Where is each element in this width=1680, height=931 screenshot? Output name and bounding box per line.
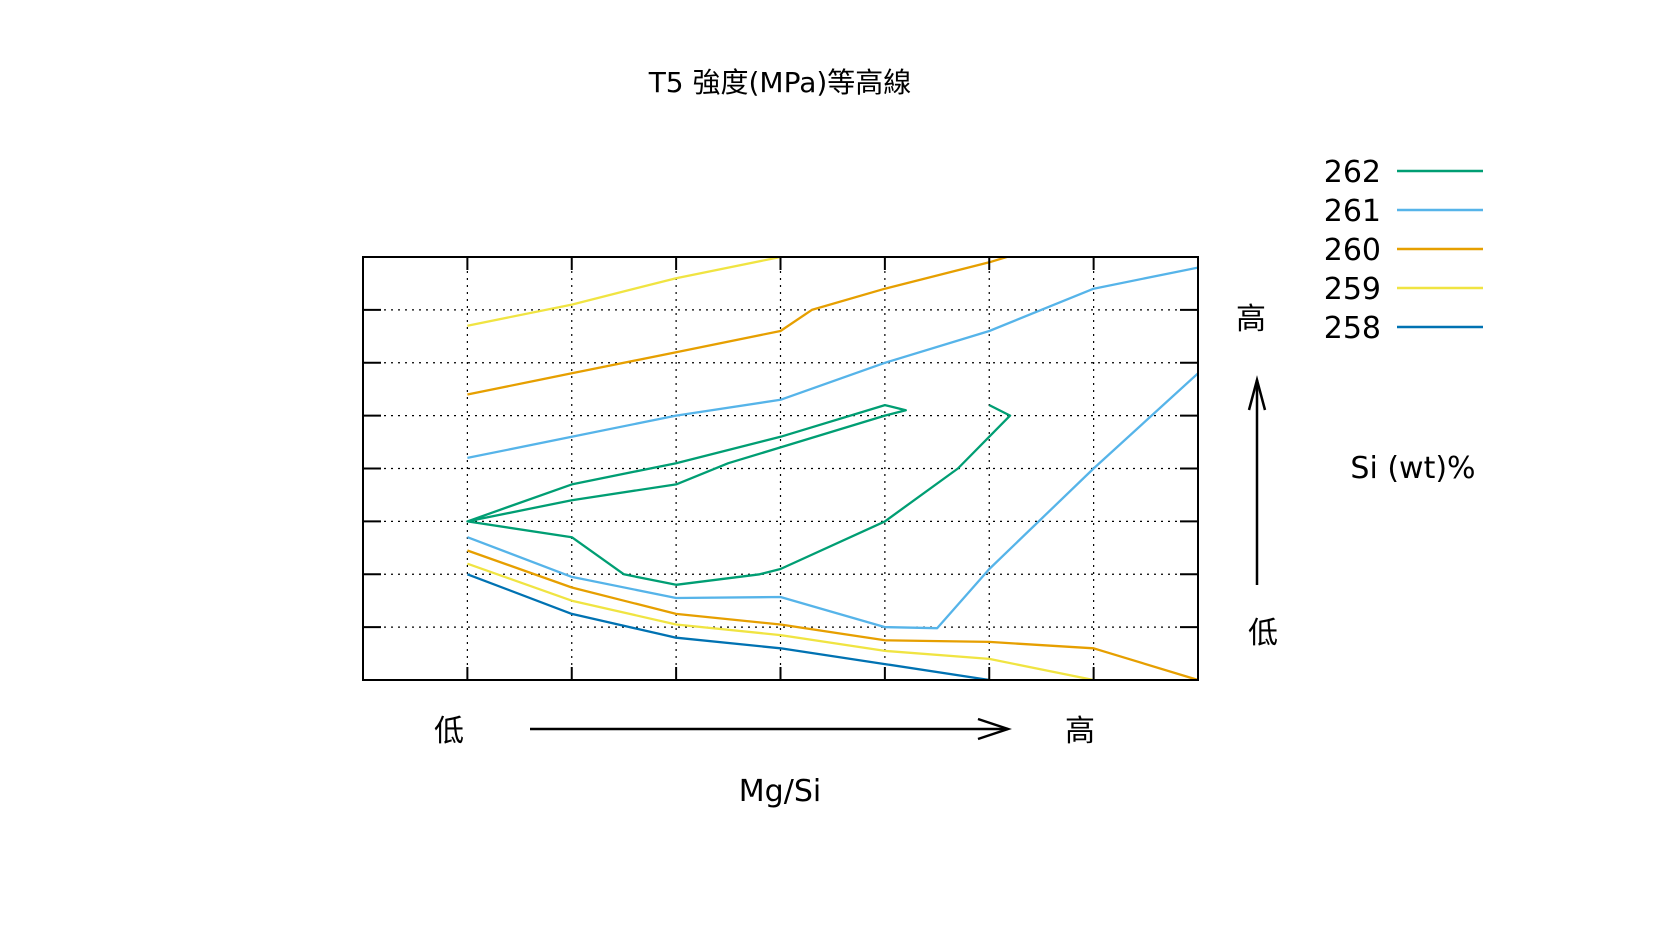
- contour-line-260: [467, 257, 1011, 396]
- x-direction-arrow: [530, 717, 1012, 741]
- chart-title: T5 強度(MPa)等高線: [648, 66, 912, 99]
- contour-line-259: [467, 257, 781, 327]
- contour-line-261: [467, 266, 1198, 460]
- contour-line-261: [466, 370, 1198, 630]
- y-high-label: 高: [1236, 302, 1266, 337]
- y-low-label: 低: [1248, 616, 1278, 651]
- contour-line-258: [466, 573, 990, 680]
- y-axis-label: Si (wt)%: [1350, 451, 1475, 486]
- y-direction-arrow: [1247, 375, 1267, 585]
- contour-line-259: [467, 562, 1094, 680]
- legend-label-259: 259: [1324, 272, 1381, 307]
- x-low-label: 低: [434, 714, 464, 749]
- contour-line-260: [467, 549, 1198, 680]
- legend-label-262: 262: [1324, 155, 1381, 190]
- x-axis-label: Mg/Si: [739, 774, 821, 809]
- legend-label-260: 260: [1324, 233, 1381, 268]
- legend-label-261: 261: [1324, 194, 1381, 229]
- contour-lines: [466, 257, 1198, 680]
- contour-line-262: [466, 403, 1012, 586]
- tick-marks: [363, 257, 1198, 680]
- x-high-label: 高: [1065, 714, 1095, 749]
- legend: 262 261 260 259 258: [1324, 155, 1483, 346]
- legend-label-258: 258: [1324, 311, 1381, 346]
